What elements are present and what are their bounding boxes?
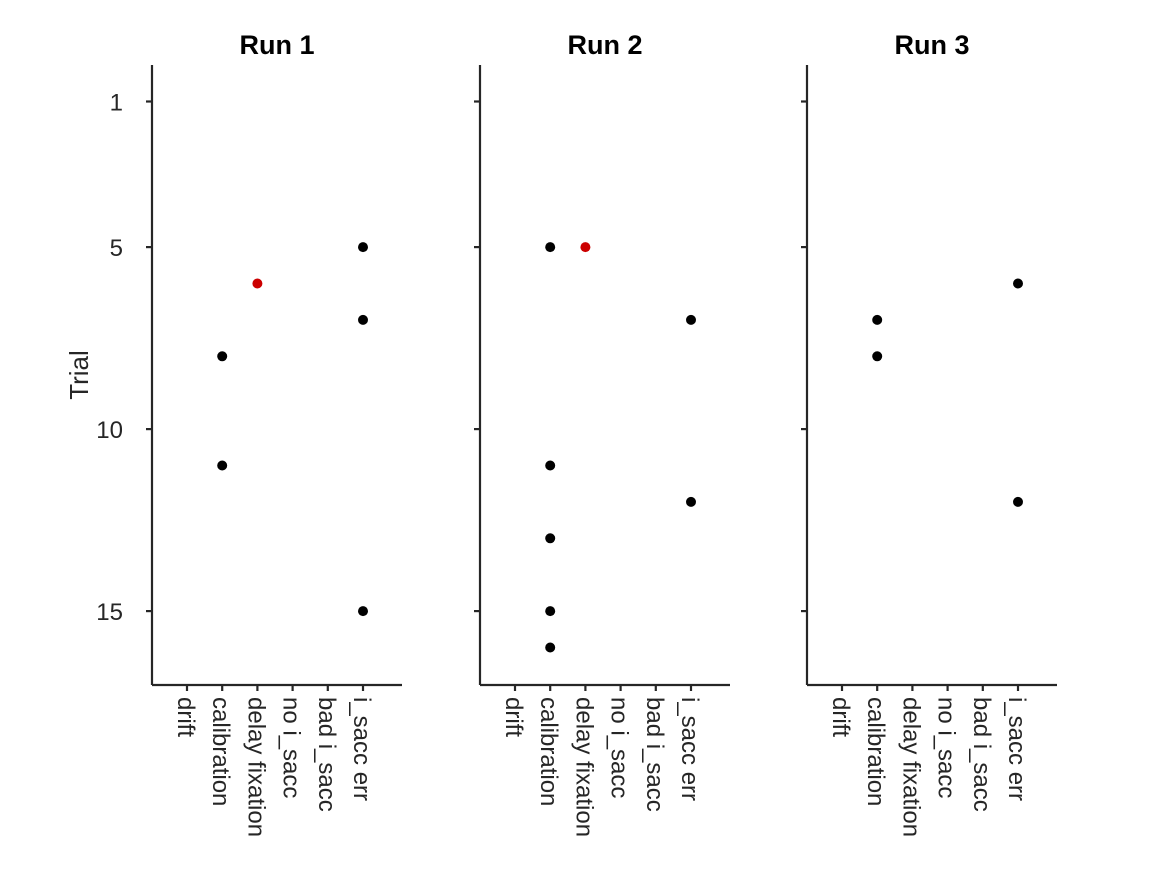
x-tick-label: calibration	[207, 697, 234, 806]
data-point	[358, 242, 368, 253]
x-tick-label: drift	[172, 697, 199, 737]
data-point	[872, 351, 883, 362]
y-tick-label: 5	[110, 235, 123, 262]
panel-title: Run 1	[239, 30, 314, 60]
data-point	[686, 496, 696, 507]
data-point	[545, 642, 556, 653]
data-point	[217, 460, 228, 471]
x-tick-label: bad i_sacc	[968, 697, 995, 812]
panel-title: Run 2	[567, 30, 642, 60]
x-tick-label: no i_sacc	[933, 697, 960, 798]
x-tick-label: no i_sacc	[278, 697, 305, 798]
y-tick-label: 15	[96, 599, 123, 626]
panel-title: Run 3	[894, 30, 969, 60]
x-tick-label: i_sacc err	[676, 697, 703, 801]
data-point	[1013, 496, 1023, 507]
x-tick-label: calibration	[862, 697, 889, 806]
data-point	[1013, 278, 1023, 289]
x-tick-label: i_sacc err	[1003, 697, 1030, 801]
x-tick-label: drift	[500, 697, 527, 737]
panel-run-2: Run 2 drift calibration delay fixation no i_…	[474, 30, 730, 837]
y-tick-label: 10	[96, 417, 123, 444]
y-tick-label: 1	[110, 90, 123, 117]
data-point	[358, 606, 368, 617]
data-point	[358, 314, 368, 325]
x-tick-label: delay fixation	[570, 697, 597, 837]
data-point	[545, 606, 556, 617]
x-tick-label: i_sacc err	[348, 697, 375, 801]
data-point	[872, 314, 883, 325]
x-tick-label: drift	[827, 697, 854, 737]
y-axis-label: Trial	[64, 350, 94, 400]
x-tick-label: bad i_sacc	[313, 697, 340, 812]
x-tick-label: bad i_sacc	[641, 697, 668, 812]
data-point	[580, 242, 591, 253]
data-point	[217, 351, 228, 362]
panel-run-3: Run 3 drift calibration delay fixation no i_…	[801, 30, 1057, 837]
data-point	[545, 460, 556, 471]
x-tick-label: delay fixation	[242, 697, 269, 837]
data-point	[686, 314, 696, 325]
x-tick-label: no i_sacc	[606, 697, 633, 798]
data-point	[252, 278, 263, 289]
data-point	[545, 242, 556, 253]
data-point	[545, 533, 556, 544]
x-tick-label: delay fixation	[897, 697, 924, 837]
x-tick-label: calibration	[535, 697, 562, 806]
